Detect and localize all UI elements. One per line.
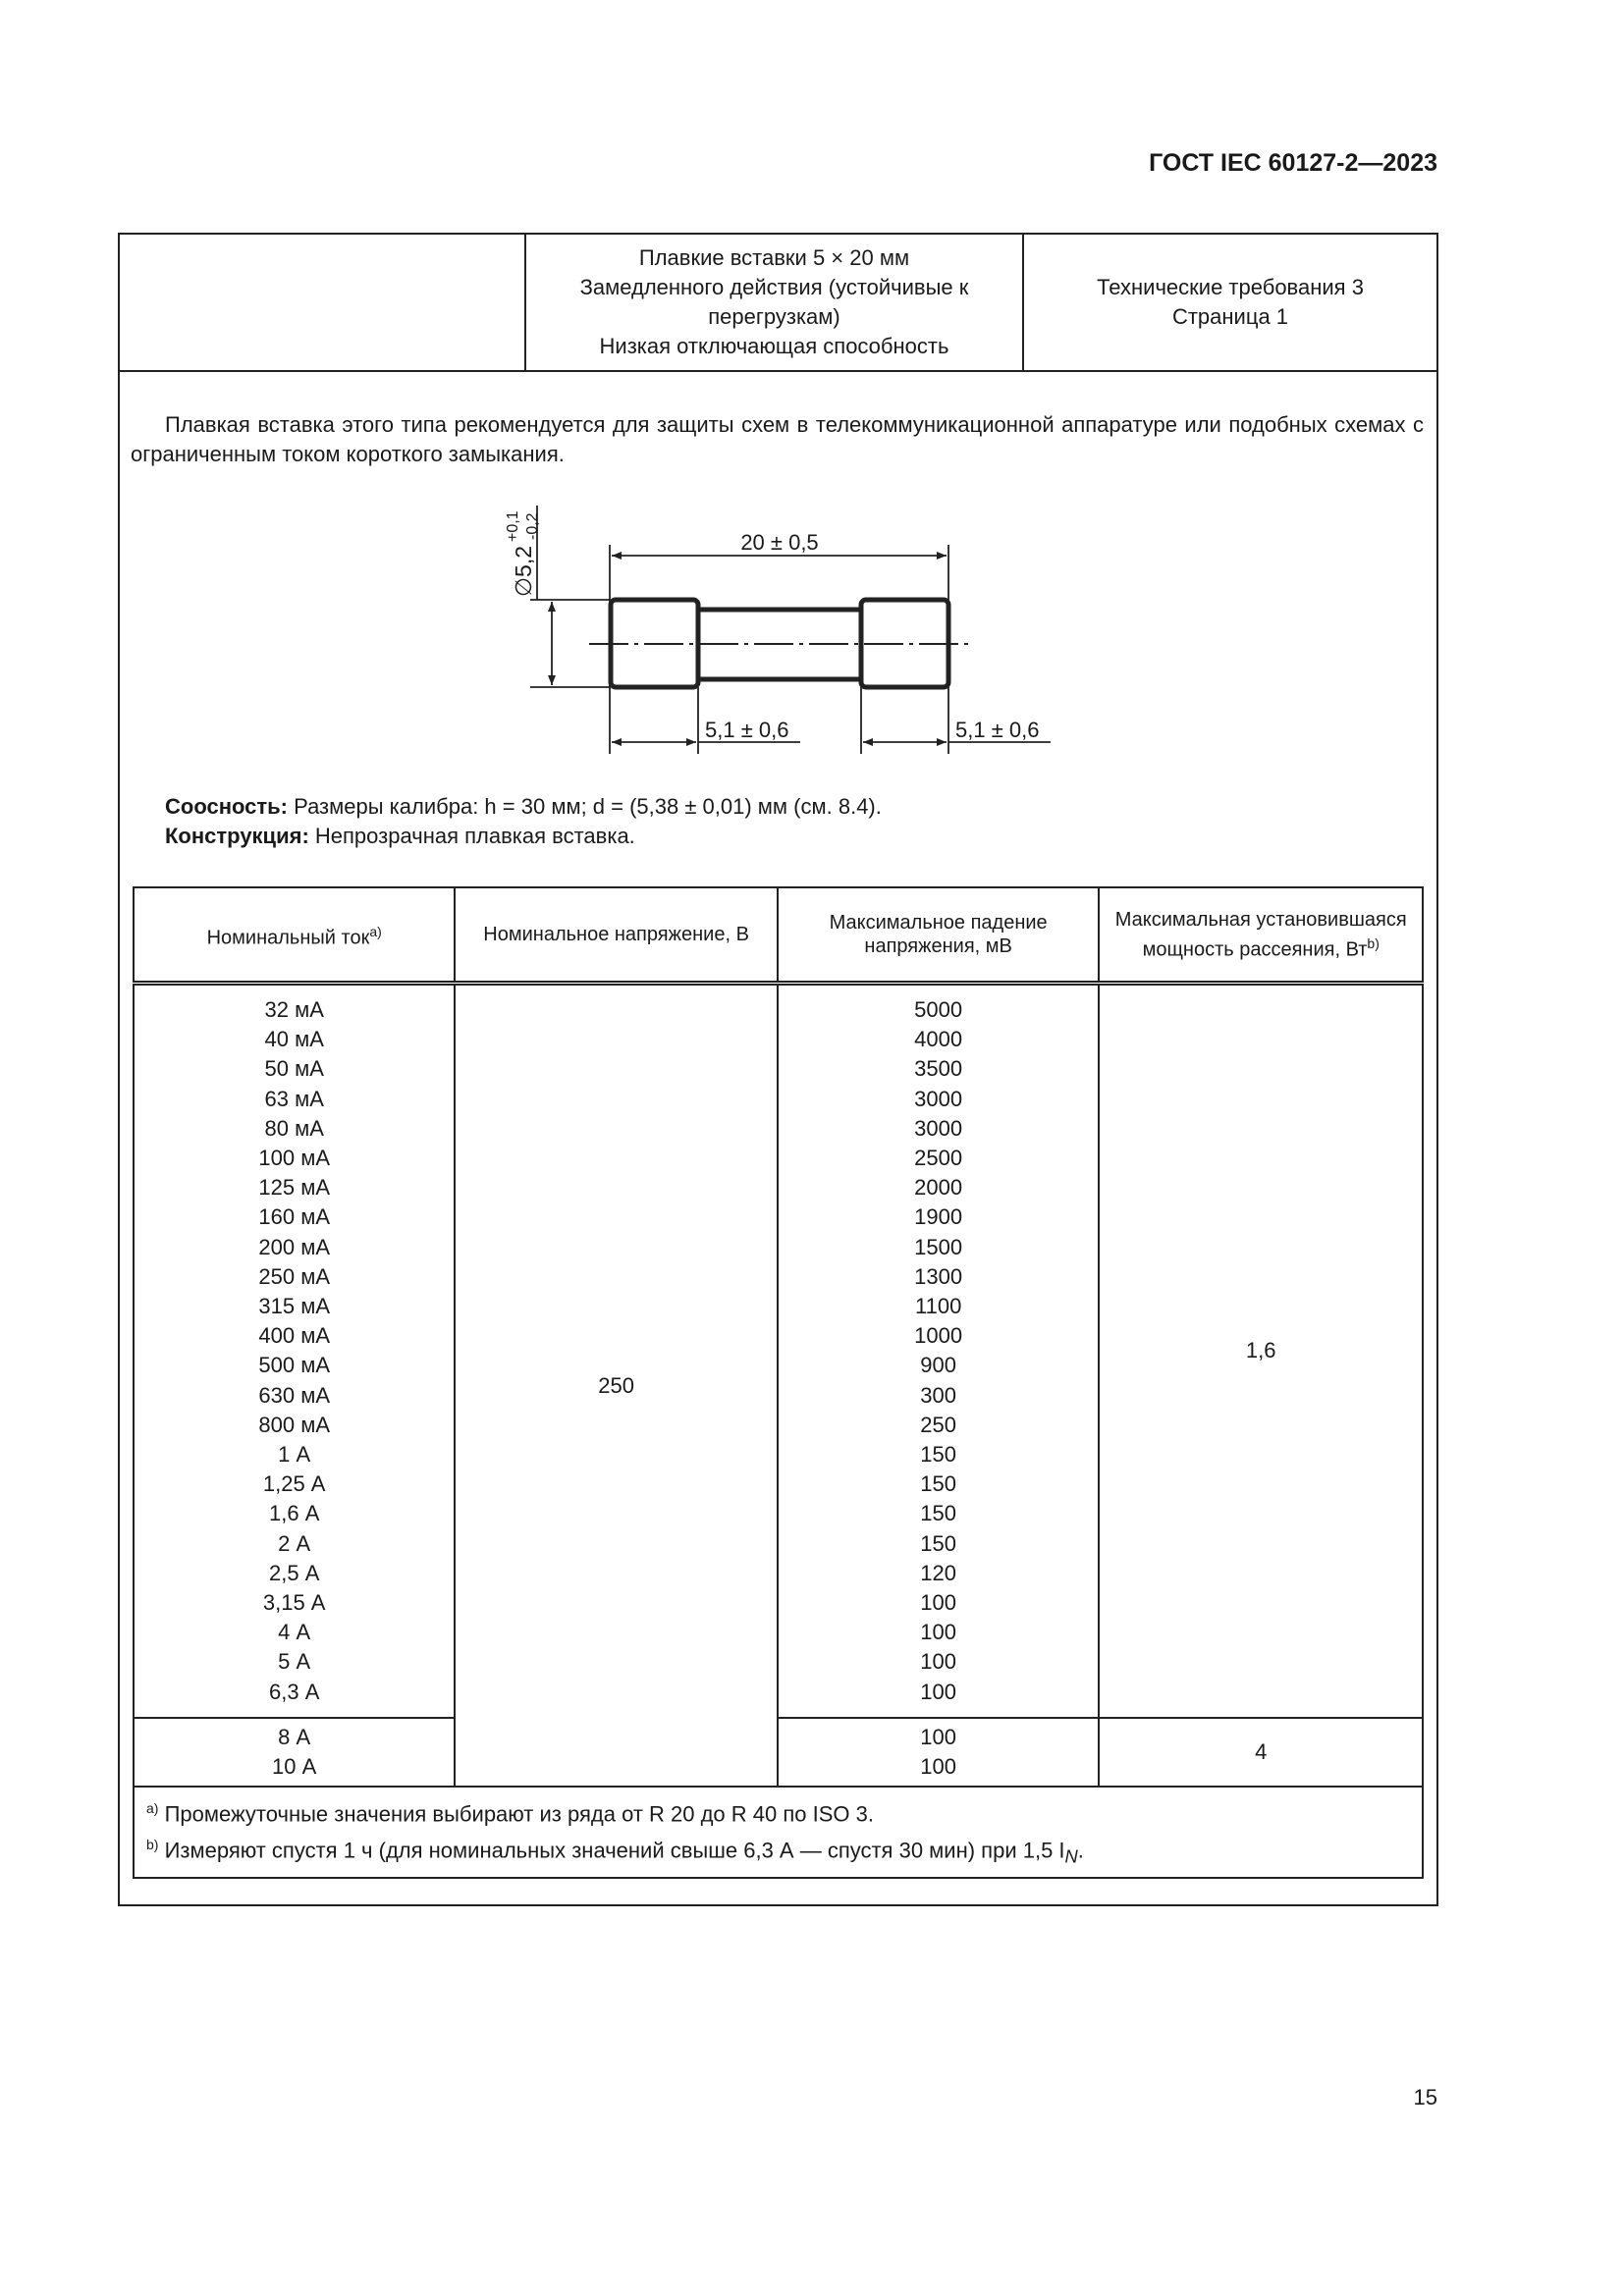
table-header-row: Номинальный токa) Номинальное напряжение… — [132, 886, 1424, 986]
current-value: 100 мА — [258, 1146, 330, 1171]
title-line: Замедленного действия (устойчивые к — [579, 275, 969, 299]
drop-value: 2000 — [914, 1175, 963, 1201]
drop-value: 100 — [920, 1620, 957, 1645]
fuse-drawing: 20 ± 0,5 5,1 ± 0,6 5,1 ± 0,6 ∅5,2 +0,1 -… — [505, 506, 1051, 754]
sheet-line: Страница 1 — [1171, 304, 1289, 329]
current-value: 32 мА — [264, 997, 324, 1022]
construction-note: Конструкция: Непрозрачная плавкая вставк… — [165, 822, 635, 851]
coaxiality-note: Соосность: Размеры калибра: h = 30 мм; d… — [165, 792, 882, 822]
diameter-label: ∅5,2 — [511, 546, 536, 597]
drop-value: 100 — [920, 1590, 957, 1616]
drop-value: 1500 — [914, 1234, 963, 1259]
current-value: 630 мА — [258, 1382, 330, 1408]
drop-value: 3500 — [914, 1056, 963, 1082]
drop-value: 1100 — [915, 1294, 962, 1319]
current-value: 50 мА — [264, 1056, 324, 1082]
current-value: 8 А — [278, 1724, 311, 1749]
drop-value: 250 — [920, 1412, 957, 1437]
header-empty-cell — [120, 235, 526, 372]
ratings-table: Номинальный токa) Номинальное напряжение… — [132, 886, 1424, 1880]
title-line: Плавкие вставки 5 × 20 мм — [638, 245, 910, 270]
cap-right-label: 5,1 ± 0,6 — [955, 718, 1039, 742]
current-value: 500 мА — [258, 1353, 330, 1378]
drop-value: 100 — [920, 1724, 957, 1749]
current-value: 125 мА — [258, 1175, 330, 1201]
current-value: 10 А — [272, 1754, 317, 1780]
current-value: 315 мА — [258, 1294, 330, 1319]
current-value: 80 мА — [264, 1115, 324, 1141]
current-list: 32 мА 40 мА 50 мА 63 мА 80 мА 100 мА 125 мА 160… — [132, 982, 457, 1719]
current-value: 1,25 А — [262, 1471, 326, 1497]
cap-left-label: 5,1 ± 0,6 — [705, 718, 788, 742]
voltage-cell: 250 — [454, 982, 779, 1789]
current-value: 40 мА — [264, 1027, 324, 1052]
page-number: 15 — [1413, 2085, 1437, 2109]
power-cell: 1,6 — [1098, 982, 1424, 1719]
current-value: 2,5 А — [269, 1560, 320, 1585]
current-value: 4 А — [278, 1620, 311, 1645]
drop-list: 100 100 — [776, 1716, 1101, 1789]
current-value: 250 мА — [258, 1263, 330, 1289]
drop-value: 100 — [920, 1679, 957, 1704]
drop-value: 150 — [920, 1530, 957, 1556]
drop-value: 100 — [920, 1649, 957, 1675]
sheet-frame: Плавкие вставки 5 × 20 мм Замедленного д… — [118, 233, 1438, 1906]
header-power: Максимальная установившаяся мощность рас… — [1098, 886, 1424, 986]
drop-value: 300 — [920, 1382, 957, 1408]
footnote-a: a) Промежуточные значения выбирают из ря… — [146, 1800, 874, 1827]
header-drop: Максимальное падение напряжения, мВ — [776, 886, 1101, 986]
title-line: перегрузкам) — [708, 304, 840, 329]
drop-value: 150 — [920, 1442, 957, 1468]
table-row: 32 мА 40 мА 50 мА 63 мА 80 мА 100 мА 125 мА 160… — [132, 982, 1424, 1789]
note-label: Конструкция: — [165, 824, 309, 848]
footnotes: a) Промежуточные значения выбирают из ря… — [133, 1786, 1424, 1880]
current-value: 1,6 А — [269, 1501, 320, 1526]
drop-value: 3000 — [914, 1115, 963, 1141]
drop-value: 150 — [920, 1501, 957, 1526]
table-row: 8 А 10 А 100 100 4 — [132, 1716, 1424, 1789]
document-code: ГОСТ IEC 60127-2—2023 — [1149, 149, 1437, 177]
drop-value: 100 — [920, 1754, 957, 1780]
header-title-cell: Плавкие вставки 5 × 20 мм Замедленного д… — [526, 235, 1024, 372]
length-label: 20 ± 0,5 — [740, 530, 818, 555]
header-sheet-cell: Технические требования 3 Страница 1 — [1024, 235, 1436, 372]
header-voltage: Номинальное напряжение, В — [454, 886, 779, 986]
current-value: 1 А — [278, 1442, 311, 1468]
drop-value: 120 — [920, 1560, 957, 1585]
sheet-line: Технические требования 3 — [1097, 275, 1364, 299]
current-value: 5 А — [278, 1649, 311, 1675]
drop-value: 3000 — [914, 1086, 963, 1111]
current-value: 160 мА — [258, 1204, 330, 1230]
current-list: 8 А 10 А — [132, 1716, 457, 1789]
note-label: Соосность: — [165, 794, 289, 819]
current-value: 800 мА — [258, 1412, 330, 1437]
footnotes-row: a) Промежуточные значения выбирают из ря… — [133, 1786, 1424, 1880]
drop-value: 1900 — [914, 1204, 963, 1230]
intro-paragraph: Плавкая вставка этого типа рекомендуется… — [131, 412, 1424, 466]
drop-value: 900 — [920, 1353, 957, 1378]
drop-list: 5000 4000 3500 3000 3000 2500 2000 1900 1500 1300… — [776, 982, 1101, 1719]
tolerance-minus: -0,2 — [524, 512, 541, 540]
current-value: 6,3 А — [269, 1679, 320, 1704]
tolerance-plus: +0,1 — [505, 510, 521, 542]
footnote-b: b) Измеряют спустя 1 ч (для номинальных … — [146, 1836, 1084, 1867]
drop-value: 150 — [920, 1471, 957, 1497]
title-line: Низкая отключающая способность — [599, 334, 949, 358]
drop-value: 1000 — [914, 1323, 963, 1349]
current-value: 2 А — [278, 1530, 311, 1556]
note-text: Непрозрачная плавкая вставка. — [308, 824, 635, 848]
power-cell: 4 — [1098, 1716, 1424, 1789]
current-value: 200 мА — [258, 1234, 330, 1259]
drop-value: 4000 — [914, 1027, 963, 1052]
current-value: 63 мА — [264, 1086, 324, 1111]
current-value: 400 мА — [258, 1323, 330, 1349]
header-current: Номинальный токa) — [132, 886, 457, 986]
drop-value: 5000 — [914, 997, 963, 1022]
note-text: Размеры калибра: h = 30 мм; d = (5,38 ± … — [288, 794, 882, 819]
drop-value: 2500 — [914, 1146, 963, 1171]
current-value: 3,15 А — [262, 1590, 326, 1616]
drop-value: 1300 — [914, 1263, 963, 1289]
